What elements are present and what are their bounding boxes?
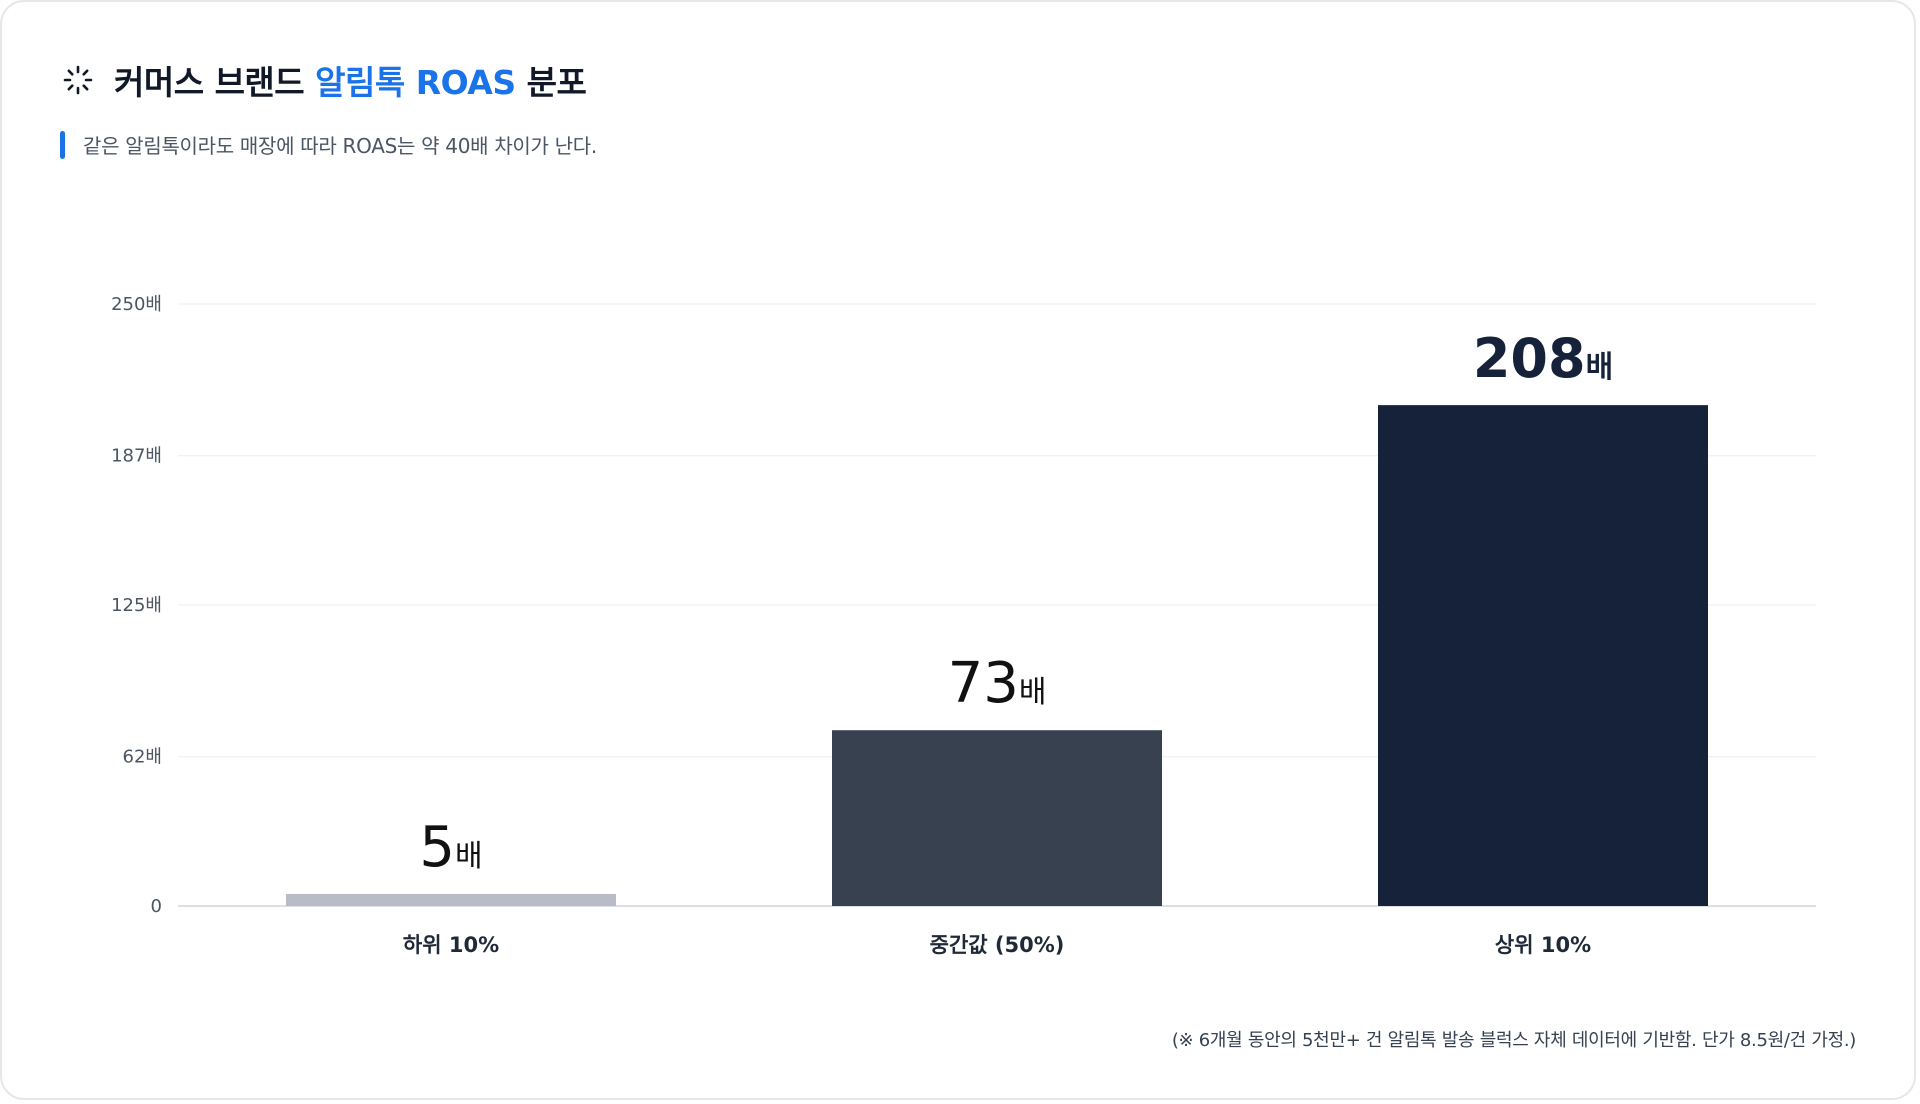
bar xyxy=(832,730,1162,906)
title-accent: 알림톡 ROAS xyxy=(315,63,516,102)
footnote: (※ 6개월 동안의 5천만+ 건 알림톡 발송 블럭스 자체 데이터에 기반함… xyxy=(1171,1030,1856,1051)
subtitle: 같은 알림톡이라도 매장에 따라 ROAS는 약 40배 차이가 난다. xyxy=(83,134,597,158)
spinner-icon xyxy=(63,65,93,95)
chart-header: 커머스 브랜드 알림톡 ROAS 분포 xyxy=(62,56,587,104)
title-suffix: 분포 xyxy=(515,63,587,102)
y-tick-label: 250배 xyxy=(111,294,162,315)
y-tick-label: 62배 xyxy=(123,747,162,768)
x-tick-label: 하위 10% xyxy=(403,933,499,957)
page-title: 커머스 브랜드 알림톡 ROAS 분포 xyxy=(114,56,587,104)
data-label: 5배 xyxy=(419,815,482,880)
y-tick-label: 187배 xyxy=(111,446,162,467)
subtitle-row: 같은 알림톡이라도 매장에 따라 ROAS는 약 40배 차이가 난다. xyxy=(60,130,597,159)
x-tick-label: 상위 10% xyxy=(1495,933,1591,957)
title-prefix: 커머스 브랜드 xyxy=(114,63,316,102)
subtitle-accent-bar xyxy=(60,130,65,159)
y-tick-label: 125배 xyxy=(111,595,162,616)
data-label: 208배 xyxy=(1473,327,1613,390)
x-tick-label: 중간값 (50%) xyxy=(930,933,1065,957)
data-label: 73배 xyxy=(948,651,1047,716)
bar xyxy=(286,893,616,906)
y-tick-label: 0 xyxy=(151,896,162,917)
bar xyxy=(1378,405,1708,906)
